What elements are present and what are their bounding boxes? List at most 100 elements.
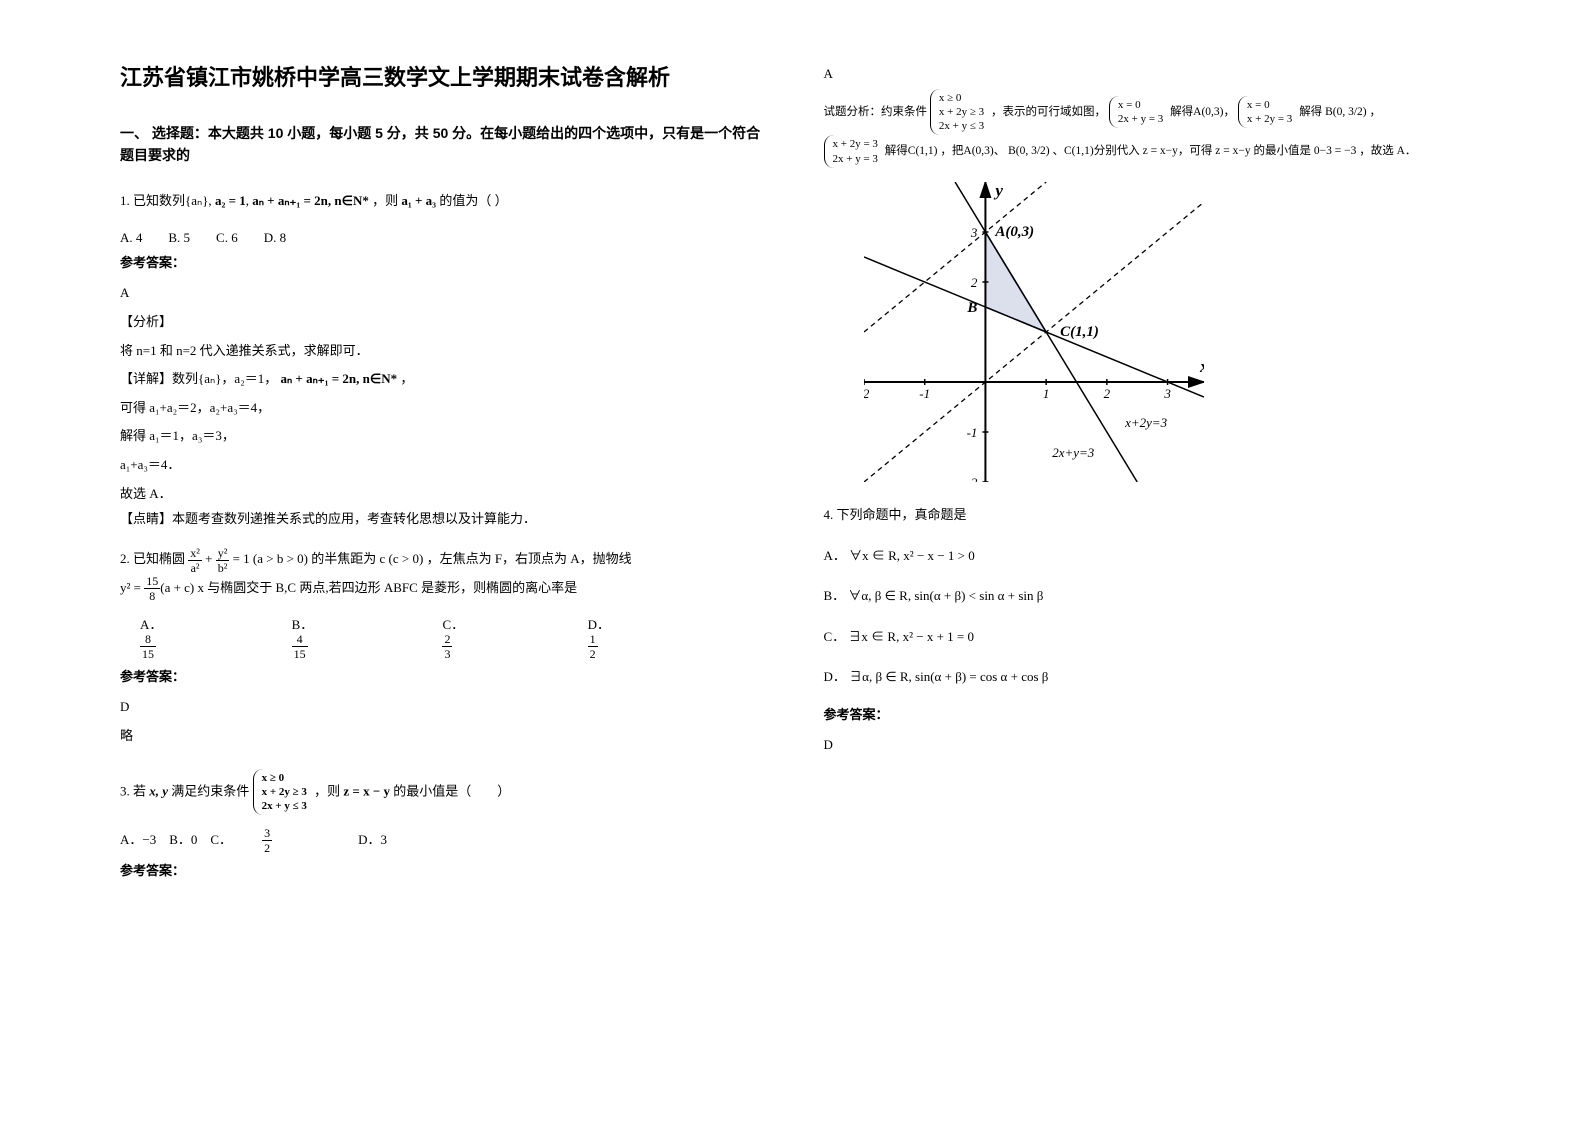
q1-line3: a₁+a₃＝4． [120, 451, 764, 480]
q1-fx-text: 将 n=1 和 n=2 代入递推关系式，求解即可． [120, 337, 764, 366]
q3-oC-n: 3 [262, 827, 272, 841]
right-column: A 试题分析：约束条件 x ≥ 0 x + 2y ≥ 3 2x + y ≤ 3 … [794, 60, 1498, 1062]
question-3: 3. 若 x, y 满足约束条件 x ≥ 0 x + 2y ≥ 3 2x + y… [120, 769, 764, 816]
q3-ana-mid3: 、C(1,1)分别代入 z = x−y，可得 z = x−y 的最小值是 [1053, 145, 1311, 157]
q1-formula-2: aₙ + aₙ₊₁ = 2n, n∈N* [252, 193, 369, 208]
q2-answer: D [120, 693, 764, 722]
q3-ana-c2: x + 2y ≥ 3 [939, 105, 984, 119]
q1-answer-label: 参考答案： [120, 252, 764, 271]
q4-oC-text: ∃x ∈ R, x² − x + 1 = 0 [848, 629, 974, 644]
q3-sys2-res: 解得 [1299, 106, 1322, 118]
svg-text:x+2y=3: x+2y=3 [1124, 415, 1168, 430]
q3-ana-mid1: ，表示的可行域如图， [991, 106, 1106, 118]
q2-lblD: D． [588, 614, 610, 633]
q2-options: A．815 B．415 C．23 D．12 [120, 614, 764, 660]
q3-answer-label: 参考答案： [120, 860, 764, 879]
q1-line4: 故选 A． [120, 480, 764, 509]
q3-ana-mid2: ，把A(0,3)、 [940, 145, 1005, 157]
q3-sys3b: 2x + y = 3 [833, 152, 878, 166]
q4-answer-label: 参考答案： [824, 704, 1468, 723]
svg-text:-1: -1 [966, 425, 977, 440]
svg-text:-1: -1 [919, 386, 930, 401]
q3-ana-c1: x ≥ 0 [939, 91, 984, 105]
q2-oD-d: 2 [588, 647, 598, 660]
q2-pre: 2. 已知椭圆 [120, 551, 185, 566]
q2-oD-n: 1 [588, 633, 598, 647]
q4-oD-text: ∃α, β ∈ R, sin(α + β) = cos α + cos β [849, 669, 1048, 684]
q3-sys2b: x + 2y = 3 [1247, 112, 1292, 126]
q4-oC-label: C． [824, 629, 846, 644]
svg-text:A(0,3): A(0,3) [994, 224, 1034, 240]
q3-oC-d: 2 [262, 841, 272, 854]
q4-oD-label: D． [824, 669, 846, 684]
svg-text:-2: -2 [864, 386, 870, 401]
exam-title: 江苏省镇江市姚桥中学高三数学文上学期期末试卷含解析 [120, 60, 764, 92]
section-heading: 一、 选择题：本大题共 10 小题，每小题 5 分，共 50 分。在每小题给出的… [120, 122, 764, 167]
svg-text:2x+y=3: 2x+y=3 [1052, 445, 1095, 460]
svg-text:1: 1 [1042, 386, 1049, 401]
q4-opt-c: C． ∃x ∈ R, x² − x + 1 = 0 [824, 623, 1468, 652]
q2-opt-a: A．815 [140, 614, 262, 660]
svg-text:x: x [1199, 357, 1204, 376]
q1-detail-label: 【详解】数列{aₙ}，a₂＝1， [120, 371, 277, 386]
q2-oC-d: 3 [442, 647, 452, 660]
q3-sys2a: x = 0 [1247, 98, 1292, 112]
svg-text:2: 2 [1103, 386, 1110, 401]
feasible-region-plot: -2-1123-2-123A(0,3)BC(1,1)xy2x+y=3x+2y=3 [864, 182, 1204, 482]
q2-para-pre: y² = [120, 580, 144, 595]
q4-oB-label: B． [824, 588, 846, 603]
q2-opt-c: C．23 [442, 614, 557, 660]
question-1: 1. 已知数列{aₙ}, a₂ = 1, aₙ + aₙ₊₁ = 2n, n∈N… [120, 187, 764, 216]
q3-min: 0−3 = −3 [1314, 145, 1356, 157]
q3-ana-pre: 试题分析：约束条件 [824, 106, 928, 118]
q2-eq1-d1: a² [188, 561, 202, 574]
q2-mid3: 与椭圆交于 B,C 两点,若四边形 ABFC 是菱形，则椭圆的离心率是 [207, 580, 577, 595]
q2-mid1: 的半焦距为 [311, 551, 376, 566]
q4-oA-text: ∀x ∈ R, x² − x − 1 > 0 [849, 548, 975, 563]
q1-stem-pre: 1. 已知数列{aₙ}, [120, 193, 212, 208]
q3-c2: x + 2y ≥ 3 [262, 785, 307, 799]
q1-line1: 可得 a₁+a₂＝2，a₂+a₃＝4， [120, 394, 764, 423]
q2-eq1-n1: x² [188, 547, 202, 561]
q1-mid: ，则 [372, 193, 398, 208]
q3-sys3: x + 2y = 3 2x + y = 3 [824, 135, 882, 168]
q2-brief: 略 [120, 722, 764, 751]
q3-comma: ， [1369, 106, 1381, 118]
q4-oB-text: ∀α, β ∈ R, sin(α + β) < sin α + sin β [848, 588, 1043, 603]
q1-detail-formula: aₙ + aₙ₊₁ = 2n, n∈N* [280, 371, 397, 386]
q1-stem-post: 的值为（ ） [439, 193, 507, 208]
q2-eq1-d2: b² [216, 561, 230, 574]
q2-para-d: 8 [144, 589, 160, 602]
q3-mid1: 满足约束条件 [171, 783, 249, 798]
q3-c1: x ≥ 0 [262, 771, 307, 785]
q3-opts-pre: A．−3 B．0 C． [120, 829, 232, 848]
q3-pre: 3. 若 [120, 783, 146, 798]
q3-answer: A [824, 60, 1468, 89]
q1-answer: A [120, 279, 764, 308]
q2-lblA: A． [140, 614, 162, 633]
q3-mid2: ，则 [314, 783, 340, 798]
q2-answer-label: 参考答案： [120, 666, 764, 685]
svg-text:B: B [966, 300, 977, 316]
q3-ana-cases: x ≥ 0 x + 2y ≥ 3 2x + y ≤ 3 [930, 89, 988, 136]
q3-c3: 2x + y ≤ 3 [262, 799, 307, 813]
q3-cases: x ≥ 0 x + 2y ≥ 3 2x + y ≤ 3 [253, 769, 311, 816]
q3-mid3: 的最小值是（ ） [393, 783, 510, 798]
q2-oA-n: 8 [140, 633, 156, 647]
q2-oA-d: 15 [140, 647, 156, 660]
q2-oB-d: 15 [292, 647, 308, 660]
q2-oC-n: 2 [442, 633, 452, 647]
q1-detail-post: ， [400, 371, 413, 386]
q3-analysis: 试题分析：约束条件 x ≥ 0 x + 2y ≥ 3 2x + y ≤ 3 ，表… [824, 89, 1468, 168]
q3-options: A．−3 B．0 C．32 D．3 [120, 827, 764, 854]
svg-text:2: 2 [970, 275, 977, 290]
q3-sys1: x = 0 2x + y = 3 [1109, 96, 1167, 129]
q2-opt-d: D．12 [588, 614, 704, 660]
q2-oB-n: 4 [292, 633, 308, 647]
svg-text:3: 3 [969, 225, 977, 240]
q4-opt-a: A． ∀x ∈ R, x² − x − 1 > 0 [824, 542, 1468, 571]
q2-c: c (c > 0) [380, 551, 424, 566]
q3-ana-tail: ，故选 A． [1359, 145, 1416, 157]
q3-sys1-res: 解得A(0,3)， [1170, 106, 1235, 118]
q3-bpt: B(0, 3/2) [1325, 106, 1367, 118]
